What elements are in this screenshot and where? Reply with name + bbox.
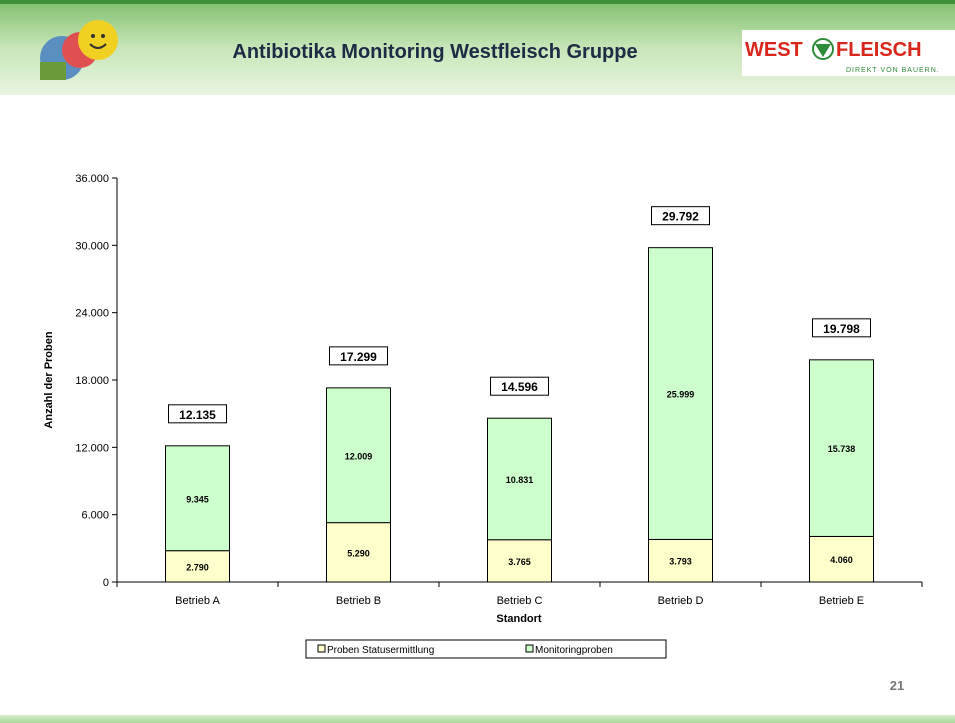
- x-axis-label: Standort: [496, 613, 542, 625]
- legend-label: Monitoringproben: [535, 645, 613, 656]
- data-label: 5.290: [347, 548, 370, 558]
- legend-label: Proben Statusermittlung: [327, 645, 434, 656]
- x-tick-label: Betrieb A: [175, 595, 220, 607]
- x-tick-label: Betrieb D: [658, 595, 704, 607]
- total-label: 17.299: [340, 350, 377, 364]
- legend-swatch: [526, 645, 533, 652]
- data-label: 25.999: [667, 390, 695, 400]
- total-label: 19.798: [823, 322, 860, 336]
- total-label: 29.792: [662, 210, 699, 224]
- footer-band: [0, 715, 955, 723]
- data-label: 9.345: [186, 494, 209, 504]
- logo-text: FLEISCH: [836, 39, 922, 61]
- slide: Antibiotika Monitoring Westfleisch Grupp…: [0, 0, 955, 723]
- data-label: 2.790: [186, 562, 209, 572]
- data-label: 12.009: [345, 451, 373, 461]
- y-tick-label: 12.000: [75, 442, 109, 454]
- total-label: 14.596: [501, 380, 538, 394]
- data-label: 3.793: [669, 557, 692, 567]
- x-tick-label: Betrieb C: [497, 595, 543, 607]
- data-label: 3.765: [508, 557, 531, 567]
- y-tick-label: 30.000: [75, 240, 109, 252]
- header-title: Antibiotika Monitoring Westfleisch Grupp…: [232, 41, 637, 63]
- data-label: 15.738: [828, 444, 856, 454]
- x-tick-label: Betrieb B: [336, 595, 381, 607]
- y-tick-label: 18.000: [75, 375, 109, 387]
- y-tick-label: 0: [103, 577, 109, 589]
- page-number: 21: [890, 678, 904, 693]
- header-line: [0, 0, 955, 4]
- chart: Antibiotika Monitoring Westfleisch Grupp…: [0, 0, 955, 723]
- legend-swatch: [318, 645, 325, 652]
- y-axis-label: Anzahl der Proben: [43, 331, 55, 428]
- x-tick-label: Betrieb E: [819, 595, 864, 607]
- data-label: 10.831: [506, 475, 534, 485]
- y-tick-label: 36.000: [75, 173, 109, 185]
- y-tick-label: 6.000: [81, 510, 109, 522]
- logo-tagline: DIREKT VON BAUERN.: [846, 67, 940, 74]
- data-label: 4.060: [830, 555, 853, 565]
- logo-text: WEST: [745, 39, 803, 61]
- total-label: 12.135: [179, 408, 216, 422]
- y-tick-label: 24.000: [75, 308, 109, 320]
